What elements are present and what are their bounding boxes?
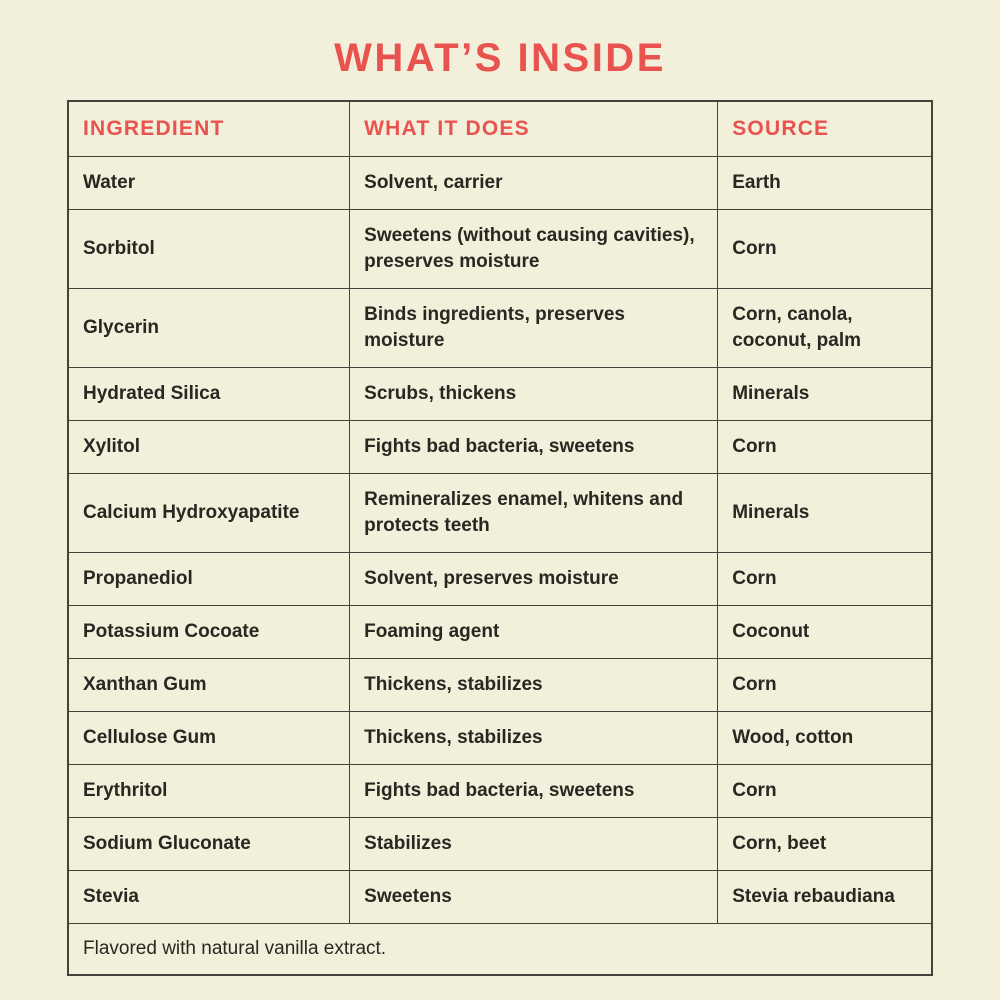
cell-source: Corn, beet bbox=[717, 817, 933, 871]
cell-source: Corn bbox=[717, 764, 933, 818]
cell-what-it-does: Thickens, stabilizes bbox=[349, 711, 719, 765]
cell-what-it-does: Fights bad bacteria, sweetens bbox=[349, 420, 719, 474]
cell-what-it-does: Fights bad bacteria, sweetens bbox=[349, 764, 719, 818]
cell-source: Wood, cotton bbox=[717, 711, 933, 765]
table-row: Cellulose Gum Thickens, stabilizes Wood, c… bbox=[67, 711, 933, 765]
table-row: Sorbitol Sweetens (without causing caviti… bbox=[67, 209, 933, 289]
table-footnote-row: Flavored with natural vanilla extract. bbox=[67, 923, 933, 976]
cell-what-it-does: Sweetens bbox=[349, 870, 719, 924]
cell-source: Corn bbox=[717, 552, 933, 606]
table-row: Water Solvent, carrier Earth bbox=[67, 156, 933, 210]
table-row: Xanthan Gum Thickens, stabilizes Corn bbox=[67, 658, 933, 712]
cell-source: Corn, canola, coconut, palm bbox=[717, 288, 933, 368]
cell-source: Stevia rebaudiana bbox=[717, 870, 933, 924]
column-header-what-it-does: WHAT IT DOES bbox=[349, 100, 719, 157]
column-header-source: SOURCE bbox=[717, 100, 933, 157]
cell-what-it-does: Solvent, carrier bbox=[349, 156, 719, 210]
cell-ingredient: Hydrated Silica bbox=[67, 367, 351, 421]
cell-ingredient: Propanediol bbox=[67, 552, 351, 606]
table-body: Water Solvent, carrier Earth Sorbitol Sweete… bbox=[67, 156, 933, 924]
cell-what-it-does: Solvent, preserves moisture bbox=[349, 552, 719, 606]
table-row: Sodium Gluconate Stabilizes Corn, beet bbox=[67, 817, 933, 871]
column-header-ingredient: INGREDIENT bbox=[67, 100, 351, 157]
table-row: Propanediol Solvent, preserves moisture Co… bbox=[67, 552, 933, 606]
cell-what-it-does: Thickens, stabilizes bbox=[349, 658, 719, 712]
table-header-row: INGREDIENT WHAT IT DOES SOURCE bbox=[67, 100, 933, 157]
cell-what-it-does: Sweetens (without causing cavities), pre… bbox=[349, 209, 719, 289]
cell-ingredient: Cellulose Gum bbox=[67, 711, 351, 765]
cell-source: Minerals bbox=[717, 473, 933, 553]
cell-what-it-does: Remineralizes enamel, whitens and protec… bbox=[349, 473, 719, 553]
cell-source: Earth bbox=[717, 156, 933, 210]
cell-ingredient: Sodium Gluconate bbox=[67, 817, 351, 871]
table-row: Erythritol Fights bad bacteria, sweetens C… bbox=[67, 764, 933, 818]
cell-what-it-does: Scrubs, thickens bbox=[349, 367, 719, 421]
cell-source: Corn bbox=[717, 209, 933, 289]
table-row: Calcium Hydroxyapatite Remineralizes enam… bbox=[67, 473, 933, 553]
table-row: Hydrated Silica Scrubs, thickens Minerals bbox=[67, 367, 933, 421]
cell-what-it-does: Stabilizes bbox=[349, 817, 719, 871]
table-row: Xylitol Fights bad bacteria, sweetens Corn bbox=[67, 420, 933, 474]
cell-ingredient: Xanthan Gum bbox=[67, 658, 351, 712]
cell-what-it-does: Binds ingredients, preserves moisture bbox=[349, 288, 719, 368]
cell-ingredient: Potassium Cocoate bbox=[67, 605, 351, 659]
cell-ingredient: Xylitol bbox=[67, 420, 351, 474]
cell-ingredient: Sorbitol bbox=[67, 209, 351, 289]
cell-source: Coconut bbox=[717, 605, 933, 659]
cell-source: Corn bbox=[717, 658, 933, 712]
cell-ingredient: Calcium Hydroxyapatite bbox=[67, 473, 351, 553]
cell-ingredient: Stevia bbox=[67, 870, 351, 924]
cell-source: Corn bbox=[717, 420, 933, 474]
table-row: Stevia Sweetens Stevia rebaudiana bbox=[67, 870, 933, 924]
cell-what-it-does: Foaming agent bbox=[349, 605, 719, 659]
cell-ingredient: Erythritol bbox=[67, 764, 351, 818]
cell-ingredient: Glycerin bbox=[67, 288, 351, 368]
ingredients-table: INGREDIENT WHAT IT DOES SOURCE Water Solv… bbox=[67, 100, 933, 976]
cell-source: Minerals bbox=[717, 367, 933, 421]
table-row: Glycerin Binds ingredients, preserves moi… bbox=[67, 288, 933, 368]
table-row: Potassium Cocoate Foaming agent Coconut bbox=[67, 605, 933, 659]
footnote: Flavored with natural vanilla extract. bbox=[67, 923, 933, 976]
cell-ingredient: Water bbox=[67, 156, 351, 210]
page-title: WHAT’S INSIDE bbox=[334, 36, 666, 80]
